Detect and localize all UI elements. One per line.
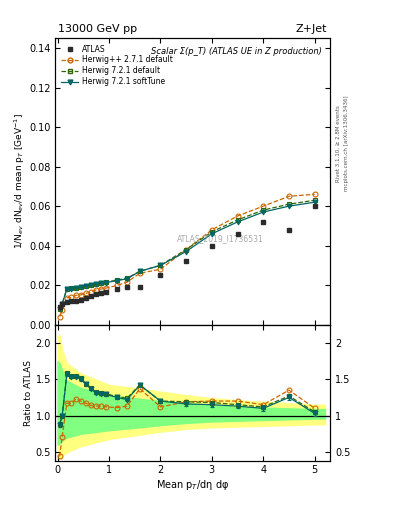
Text: Scalar Σ(p_T) (ATLAS UE in Z production): Scalar Σ(p_T) (ATLAS UE in Z production) bbox=[151, 47, 322, 56]
Y-axis label: 1/N$_{ev}$ dN$_{ev}$/d mean p$_T$ [GeV$^{-1}$]: 1/N$_{ev}$ dN$_{ev}$/d mean p$_T$ [GeV$^… bbox=[12, 114, 27, 249]
Text: mcplots.cern.ch [arXiv:1306.3436]: mcplots.cern.ch [arXiv:1306.3436] bbox=[344, 96, 349, 191]
Text: 13000 GeV pp: 13000 GeV pp bbox=[58, 24, 137, 34]
Y-axis label: Ratio to ATLAS: Ratio to ATLAS bbox=[24, 359, 33, 425]
Legend: ATLAS, Herwig++ 2.7.1 default, Herwig 7.2.1 default, Herwig 7.2.1 softTune: ATLAS, Herwig++ 2.7.1 default, Herwig 7.… bbox=[59, 42, 175, 89]
X-axis label: Mean p$_T$/dη dφ: Mean p$_T$/dη dφ bbox=[156, 478, 229, 492]
Text: Rivet 3.1.10, ≥ 2.8M events: Rivet 3.1.10, ≥ 2.8M events bbox=[336, 105, 341, 182]
Text: Z+Jet: Z+Jet bbox=[296, 24, 327, 34]
Text: ATLAS_2019_I1736531: ATLAS_2019_I1736531 bbox=[177, 234, 263, 243]
